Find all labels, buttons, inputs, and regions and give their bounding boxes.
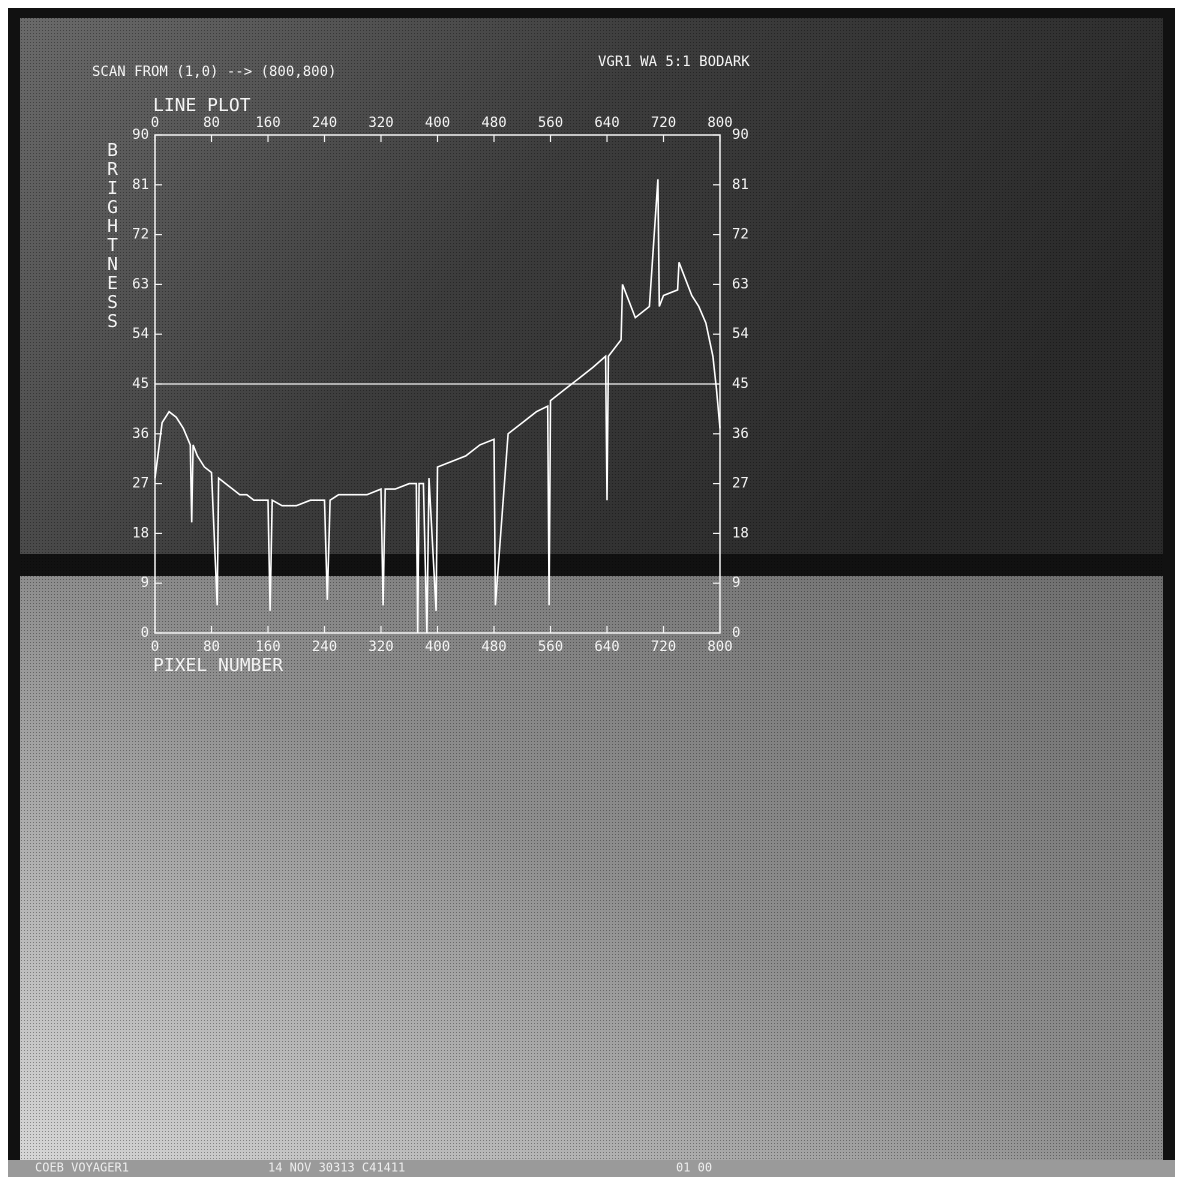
y-tick-label-right: 36 (732, 426, 749, 442)
y-tick-label: 36 (132, 426, 149, 442)
chart-title: LINE PLOT (153, 95, 251, 116)
y-tick-label-right: 18 (732, 525, 749, 541)
x-tick-label-top: 480 (481, 115, 506, 131)
x-tick-label-top: 800 (707, 115, 732, 131)
y-tick-label: 18 (132, 525, 149, 541)
y-tick-label-right: 72 (732, 227, 749, 243)
x-tick-label: 480 (481, 639, 506, 655)
footer-text: 14 NOV 30313 C41411 (268, 1161, 405, 1175)
x-tick-label-top: 720 (651, 115, 676, 131)
x-axis-label: PIXEL NUMBER (153, 655, 283, 676)
data-line (154, 179, 721, 634)
x-tick-label-top: 400 (425, 115, 450, 131)
x-tick-label: 800 (707, 639, 732, 655)
y-tick-label-right: 27 (732, 476, 749, 492)
y-tick-label-right: 90 (732, 127, 749, 143)
y-tick-label: 9 (141, 575, 149, 591)
x-tick-label: 720 (651, 639, 676, 655)
y-tick-label: 90 (132, 127, 149, 143)
y-tick-label: 54 (132, 326, 149, 342)
y-tick-label-right: 63 (732, 276, 749, 292)
y-tick-label: 45 (132, 376, 149, 392)
x-tick-label-top: 320 (368, 115, 393, 131)
x-tick-label-top: 240 (312, 115, 337, 131)
image-id: VGR1 WA 5:1 BODARK (598, 54, 750, 70)
x-tick-label: 160 (255, 639, 280, 655)
footer-text: 01 00 (676, 1161, 712, 1175)
halftone (20, 18, 1163, 1160)
y-tick-label-right: 9 (732, 575, 740, 591)
x-tick-label: 640 (594, 639, 619, 655)
y-tick-label-right: 0 (732, 625, 740, 641)
y-axis-label: BRIGHTNESS (102, 140, 123, 330)
y-tick-label: 72 (132, 227, 149, 243)
y-tick-label: 27 (132, 476, 149, 492)
x-tick-label: 0 (151, 639, 159, 655)
x-tick-label: 320 (368, 639, 393, 655)
x-tick-label-top: 640 (594, 115, 619, 131)
x-tick-label-top: 160 (255, 115, 280, 131)
x-tick-label: 240 (312, 639, 337, 655)
y-tick-label-right: 54 (732, 326, 749, 342)
x-tick-label: 400 (425, 639, 450, 655)
y-tick-label-right: 45 (732, 376, 749, 392)
scan-label: SCAN FROM (1,0) --> (800,800) (92, 64, 336, 80)
x-tick-label-top: 80 (203, 115, 220, 131)
footer-bar (8, 1160, 1175, 1177)
y-tick-label: 81 (132, 177, 149, 193)
x-tick-label-top: 0 (151, 115, 159, 131)
x-tick-label: 560 (538, 639, 563, 655)
x-tick-label: 80 (203, 639, 220, 655)
footer-text: COEB VOYAGER1 (35, 1161, 129, 1175)
y-tick-label-right: 81 (732, 177, 749, 193)
y-tick-label: 0 (141, 625, 149, 641)
y-tick-label: 63 (132, 276, 149, 292)
x-tick-label-top: 560 (538, 115, 563, 131)
